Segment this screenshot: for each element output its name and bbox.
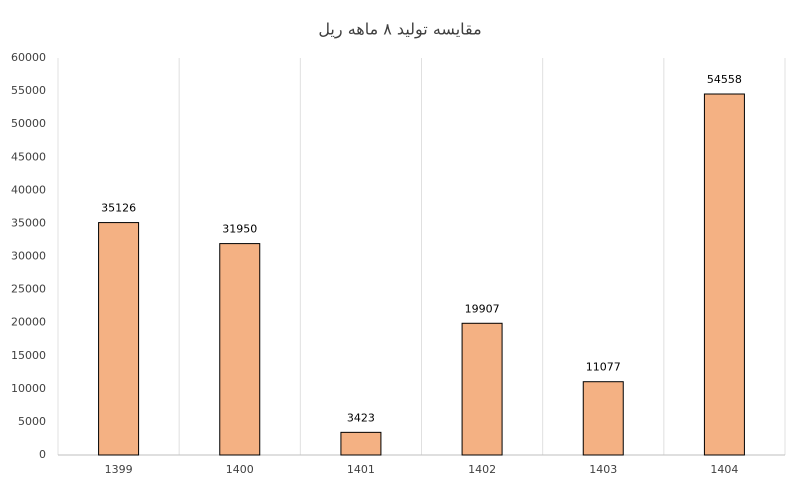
y-tick-label: 50000 <box>11 117 46 130</box>
bar <box>340 431 382 456</box>
y-tick-label: 20000 <box>11 316 46 329</box>
y-tick-label: 30000 <box>11 250 46 263</box>
y-tick-label: 10000 <box>11 382 46 395</box>
bar <box>582 381 624 456</box>
y-tick-label: 0 <box>39 448 46 461</box>
x-tick-label: 1401 <box>347 463 375 476</box>
y-tick-label: 40000 <box>11 183 46 196</box>
y-tick-label: 15000 <box>11 349 46 362</box>
x-tick-label: 1399 <box>105 463 133 476</box>
value-label: 11077 <box>586 361 621 374</box>
x-tick-label: 1402 <box>468 463 496 476</box>
x-tick-label: 1403 <box>589 463 617 476</box>
bar <box>703 93 745 456</box>
x-tick-label: 1404 <box>710 463 738 476</box>
value-label: 3423 <box>347 411 375 424</box>
value-label: 35126 <box>101 202 136 215</box>
bar <box>219 243 261 456</box>
value-label: 19907 <box>465 302 500 315</box>
y-tick-label: 25000 <box>11 283 46 296</box>
value-label: 31950 <box>222 223 257 236</box>
value-label: 54558 <box>707 73 742 86</box>
bar <box>98 222 140 456</box>
y-tick-label: 55000 <box>11 84 46 97</box>
y-tick-label: 5000 <box>18 415 46 428</box>
chart-title: مقایسه تولید ۸ ماهه ریل <box>318 20 481 40</box>
y-tick-label: 60000 <box>11 51 46 64</box>
y-tick-label: 45000 <box>11 150 46 163</box>
x-tick-label: 1400 <box>226 463 254 476</box>
y-tick-label: 35000 <box>11 216 46 229</box>
bar <box>461 322 503 456</box>
